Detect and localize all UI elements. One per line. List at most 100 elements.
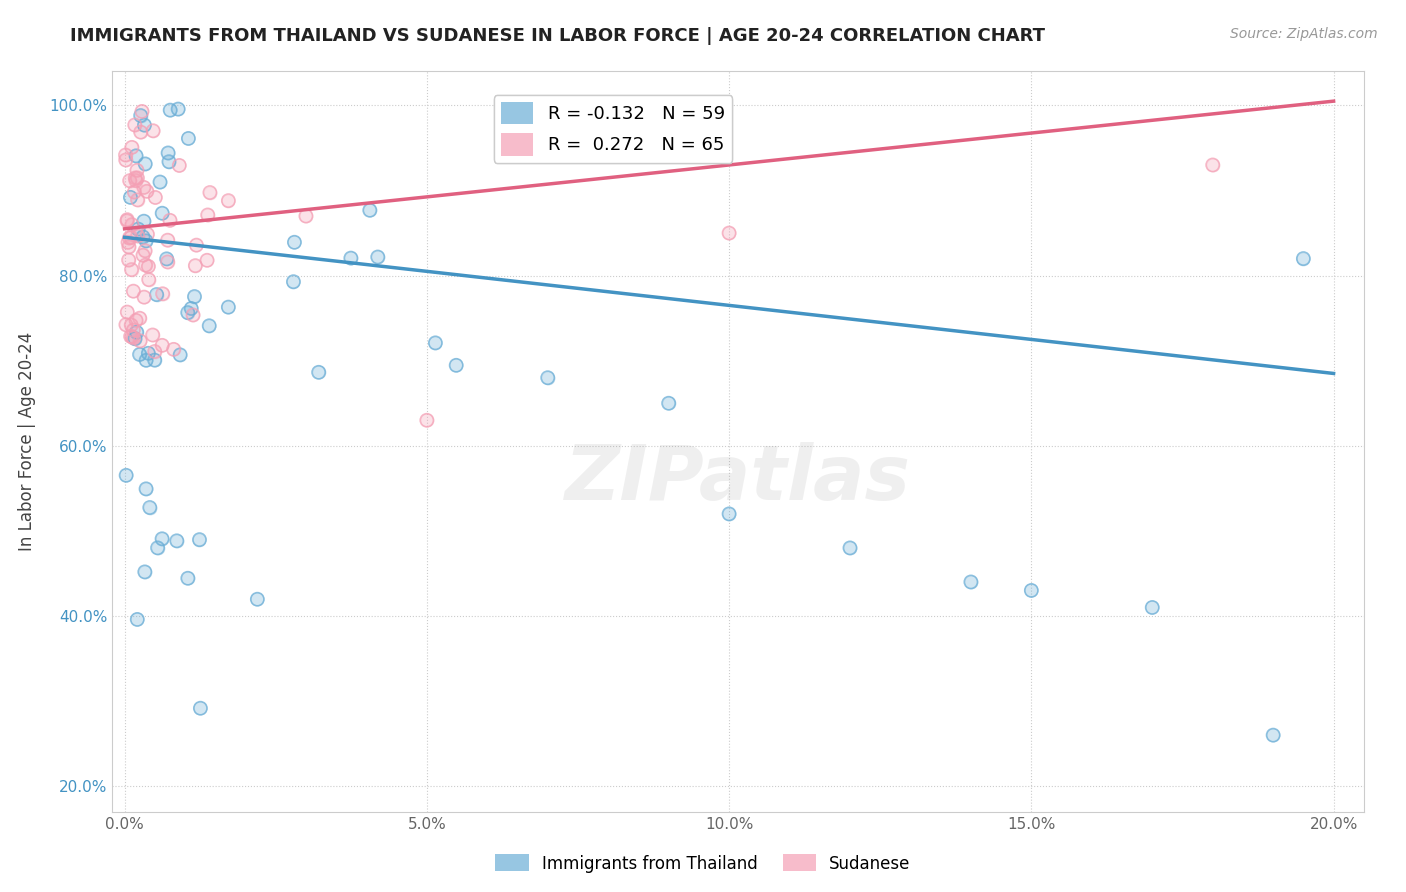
Point: [177, 571, 200, 585]
Point: [246, 592, 269, 607]
Point: [118, 174, 141, 188]
Point: [115, 212, 138, 227]
Point: [129, 125, 152, 139]
Point: [131, 104, 153, 119]
Point: [156, 255, 179, 269]
Point: [125, 173, 148, 187]
Point: [127, 193, 149, 207]
Point: [122, 284, 145, 298]
Y-axis label: In Labor Force | Age 20-24: In Labor Force | Age 20-24: [18, 332, 35, 551]
Point: [114, 148, 136, 162]
Point: [246, 592, 269, 607]
Point: [138, 260, 160, 274]
Point: [1263, 728, 1285, 742]
Point: [188, 533, 211, 547]
Point: [1263, 728, 1285, 742]
Point: [143, 344, 166, 359]
Point: [157, 154, 180, 169]
Point: [340, 251, 363, 265]
Point: [183, 289, 205, 303]
Point: [197, 208, 219, 222]
Point: [127, 193, 149, 207]
Point: [150, 532, 173, 546]
Point: [156, 233, 179, 247]
Point: [167, 102, 190, 116]
Point: [367, 250, 389, 264]
Point: [118, 240, 141, 254]
Point: [150, 206, 173, 220]
Point: [132, 290, 155, 304]
Point: [143, 344, 166, 359]
Point: [198, 186, 221, 200]
Point: [115, 318, 138, 332]
Point: [150, 532, 173, 546]
Point: [132, 214, 155, 228]
Point: [340, 251, 363, 265]
Point: [718, 226, 741, 240]
Point: [115, 212, 138, 227]
Point: [115, 468, 138, 483]
Point: [117, 252, 139, 267]
Point: [134, 258, 156, 272]
Point: [1021, 583, 1043, 598]
Point: [129, 109, 152, 123]
Point: [537, 370, 560, 384]
Point: [145, 287, 167, 301]
Point: [960, 574, 983, 589]
Point: [359, 203, 381, 218]
Point: [127, 170, 149, 185]
Point: [135, 482, 157, 496]
Point: [718, 507, 741, 521]
Point: [121, 262, 143, 277]
Point: [128, 311, 150, 326]
Point: [114, 153, 136, 167]
Text: IMMIGRANTS FROM THAILAND VS SUDANESE IN LABOR FORCE | AGE 20-24 CORRELATION CHAR: IMMIGRANTS FROM THAILAND VS SUDANESE IN …: [70, 27, 1045, 45]
Point: [134, 565, 156, 579]
Point: [127, 222, 149, 236]
Point: [180, 301, 202, 316]
Point: [128, 347, 150, 361]
Point: [217, 194, 239, 208]
Point: [124, 185, 146, 199]
Point: [150, 338, 173, 352]
Point: [121, 262, 143, 277]
Point: [156, 252, 179, 266]
Point: [181, 308, 204, 322]
Point: [132, 214, 155, 228]
Point: [143, 353, 166, 368]
Point: [134, 244, 156, 258]
Point: [135, 482, 157, 496]
Point: [1202, 158, 1225, 172]
Point: [295, 209, 318, 223]
Point: [177, 571, 200, 585]
Point: [186, 238, 208, 252]
Point: [183, 289, 205, 303]
Point: [367, 250, 389, 264]
Point: [139, 500, 162, 515]
Point: [134, 118, 156, 132]
Point: [184, 259, 207, 273]
Point: [124, 170, 146, 185]
Point: [131, 104, 153, 119]
Point: [1142, 600, 1164, 615]
Point: [156, 252, 179, 266]
Point: [159, 103, 181, 117]
Point: [127, 222, 149, 236]
Point: [139, 500, 162, 515]
Point: [186, 238, 208, 252]
Point: [169, 348, 191, 362]
Point: [120, 329, 142, 343]
Point: [1021, 583, 1043, 598]
Point: [184, 259, 207, 273]
Point: [198, 186, 221, 200]
Point: [122, 323, 145, 337]
Point: [658, 396, 681, 410]
Point: [146, 541, 169, 555]
Point: [122, 323, 145, 337]
Point: [166, 533, 188, 548]
Point: [132, 180, 155, 194]
Point: [960, 574, 983, 589]
Point: [195, 253, 218, 268]
Point: [134, 244, 156, 258]
Point: [129, 125, 152, 139]
